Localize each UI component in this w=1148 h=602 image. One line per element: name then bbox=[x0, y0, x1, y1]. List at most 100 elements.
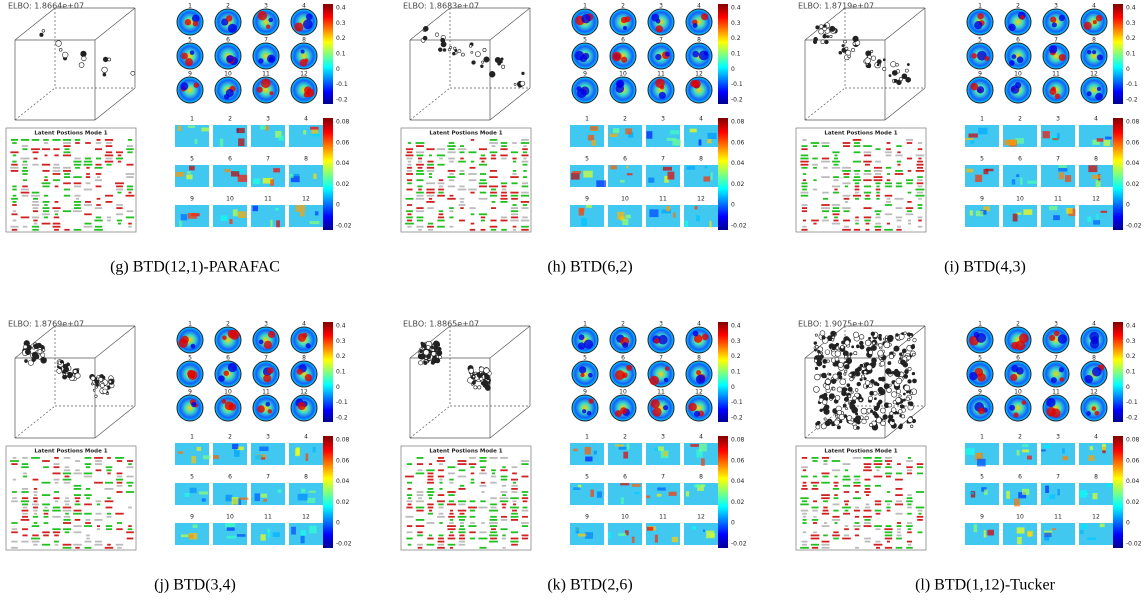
spec-blob bbox=[226, 536, 236, 539]
topo-blob bbox=[305, 374, 312, 381]
latent-mark bbox=[458, 460, 467, 462]
latent-mark bbox=[823, 198, 828, 200]
latent-mark bbox=[458, 510, 467, 512]
latent-mark bbox=[117, 476, 123, 478]
latent-mark bbox=[448, 516, 455, 518]
latent-mark bbox=[53, 466, 59, 468]
latent-mark bbox=[875, 182, 880, 184]
latent-mark bbox=[439, 213, 444, 215]
spec-blob bbox=[1096, 180, 1101, 187]
cube-point bbox=[866, 365, 872, 371]
cube-point bbox=[479, 367, 484, 372]
latent-mark bbox=[813, 485, 817, 487]
topo-colorbar-tick: 0.4 bbox=[1126, 323, 1136, 330]
spec-blob bbox=[690, 444, 699, 447]
latent-mark bbox=[64, 195, 70, 197]
latent-mark bbox=[803, 519, 807, 521]
latent-mark bbox=[406, 538, 412, 540]
spec-colorbar-tick: -0.02 bbox=[336, 223, 352, 230]
latent-mark bbox=[407, 494, 412, 496]
latent-mark bbox=[417, 531, 422, 533]
latent-mark bbox=[128, 192, 131, 194]
latent-mark bbox=[74, 531, 82, 533]
cube-point bbox=[485, 385, 490, 390]
topo-label: 11 bbox=[1052, 389, 1060, 396]
latent-mark bbox=[448, 544, 456, 546]
latent-mark bbox=[428, 223, 433, 225]
latent-mark bbox=[416, 173, 424, 175]
latent-mark bbox=[917, 192, 924, 194]
latent-mark bbox=[803, 482, 807, 484]
latent-mark bbox=[85, 142, 91, 144]
cube-point bbox=[868, 337, 870, 339]
latent-mark bbox=[511, 513, 518, 515]
latent-mark bbox=[460, 513, 465, 515]
latent-mark bbox=[917, 519, 923, 521]
latent-mark bbox=[470, 510, 475, 512]
cube-point bbox=[906, 77, 911, 82]
latent-mark bbox=[96, 513, 102, 515]
cube-point bbox=[860, 378, 862, 380]
cube-point bbox=[864, 371, 867, 374]
cube-point bbox=[852, 407, 858, 413]
topo-colorbar-tick: -0.2 bbox=[731, 97, 743, 104]
latent-mark bbox=[95, 207, 103, 209]
latent-mark bbox=[107, 516, 112, 518]
cube-point bbox=[435, 33, 439, 37]
cube-point bbox=[846, 408, 848, 410]
cube-point bbox=[438, 48, 442, 52]
latent-mark bbox=[822, 210, 829, 212]
latent-mark bbox=[32, 525, 40, 527]
cube-point bbox=[825, 350, 830, 355]
spec-blob bbox=[260, 125, 266, 129]
latent-mark bbox=[74, 510, 82, 512]
latent-mark bbox=[885, 182, 892, 184]
spec-colorbar-tick: 0.06 bbox=[336, 457, 350, 464]
latent-mark bbox=[512, 204, 516, 206]
latent-mark bbox=[107, 544, 111, 546]
topo-blob bbox=[180, 82, 188, 90]
cube-point bbox=[853, 396, 857, 400]
elbo-label: ELBO: 1.8865e+07 bbox=[403, 320, 479, 329]
latent-mark bbox=[406, 173, 413, 175]
latent-mark bbox=[407, 213, 411, 215]
cube-point bbox=[815, 367, 818, 370]
latent-mark bbox=[865, 541, 871, 543]
latent-mark bbox=[42, 460, 50, 462]
latent-mark bbox=[490, 151, 498, 153]
spec-colorbar-tick: 0.02 bbox=[731, 181, 745, 188]
latent-mark bbox=[906, 213, 914, 215]
latent-mark bbox=[812, 547, 818, 549]
latent-mark bbox=[513, 170, 516, 172]
latent-mark bbox=[491, 189, 496, 191]
latent-mark bbox=[127, 460, 133, 462]
spec-blob bbox=[596, 180, 606, 187]
latent-mark bbox=[916, 491, 924, 493]
latent-mark bbox=[12, 213, 18, 215]
topo-blob bbox=[620, 407, 627, 414]
latent-mark bbox=[500, 469, 507, 471]
latent-mark bbox=[438, 189, 444, 191]
latent-mark bbox=[906, 179, 913, 181]
latent-mark bbox=[896, 473, 902, 475]
cube-point bbox=[830, 35, 833, 38]
latent-mark bbox=[863, 457, 872, 459]
cube-point bbox=[878, 350, 884, 356]
topo-blob bbox=[971, 83, 978, 90]
cube-point bbox=[103, 57, 108, 62]
spec-blob bbox=[202, 498, 206, 501]
latent-title: Latent Postions Mode 1 bbox=[429, 131, 502, 137]
spec-label: 1 bbox=[585, 434, 589, 441]
latent-mark bbox=[438, 182, 445, 184]
latent-mark bbox=[918, 186, 923, 188]
latent-mark bbox=[907, 541, 912, 543]
cube-edge bbox=[490, 326, 530, 358]
latent-mark bbox=[811, 220, 819, 222]
latent-mark bbox=[845, 201, 848, 203]
latent-mark bbox=[408, 544, 412, 546]
spec-blob bbox=[673, 213, 676, 218]
latent-mark bbox=[115, 513, 123, 515]
cube-edge bbox=[490, 406, 530, 438]
cube-point bbox=[899, 358, 901, 360]
spec-blob bbox=[270, 220, 272, 227]
